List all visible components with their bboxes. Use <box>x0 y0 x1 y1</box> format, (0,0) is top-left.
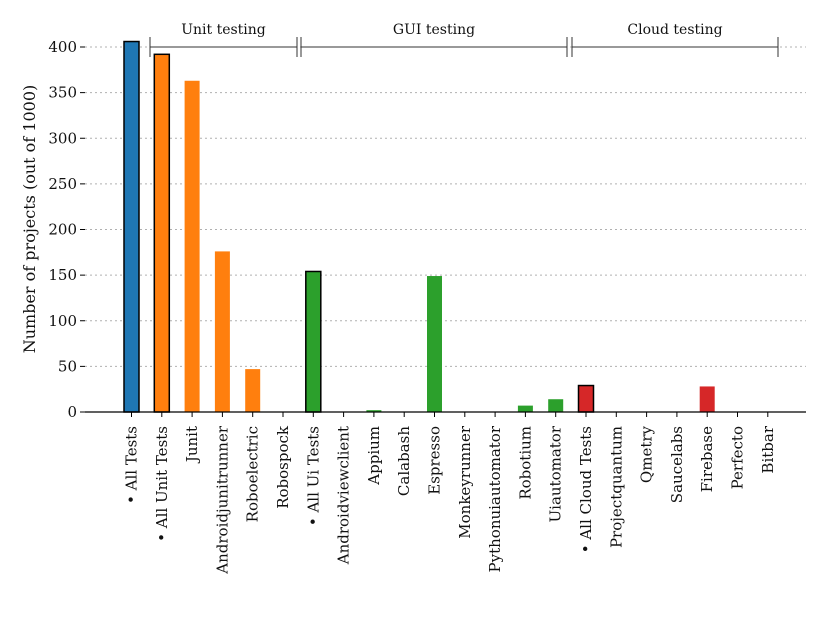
x-tick-label: • All Tests <box>123 426 141 504</box>
y-tick-label: 50 <box>58 357 77 375</box>
bar <box>123 40 140 413</box>
bar <box>366 410 382 412</box>
x-tick-label: Projectquantum <box>607 426 625 548</box>
y-tick-label: 300 <box>48 129 77 147</box>
x-tick-label: Monkeyrunner <box>456 425 474 539</box>
x-tick-label: Robotium <box>516 426 534 500</box>
group-label: Unit testing <box>181 22 266 38</box>
bar <box>184 80 200 412</box>
x-tick-label: Appium <box>365 426 383 486</box>
x-tick-label: Pythonuiautomator <box>486 425 504 572</box>
x-tick-label: Perfecto <box>729 426 747 489</box>
y-tick-label: 250 <box>48 175 77 193</box>
group-label: Cloud testing <box>627 22 722 38</box>
x-tick-label: Androidjunitrunner <box>213 425 231 575</box>
x-tick-label: Robospock <box>274 425 292 509</box>
bar <box>245 369 261 412</box>
axes-layer: 0 50 100 150 200 250 300 350 400 • All Tests • All… <box>48 38 806 575</box>
bar <box>214 251 230 412</box>
x-tick-label: Qmetry <box>638 425 656 483</box>
x-tick-label: Androidviewclient <box>335 426 353 565</box>
y-tick-label: 200 <box>48 221 77 239</box>
bar <box>153 53 171 413</box>
bar <box>305 270 322 413</box>
bars-layer <box>123 40 715 413</box>
y-tick-label: 100 <box>48 312 77 330</box>
y-tick-label: 150 <box>48 266 77 284</box>
x-tick-label: • All Cloud Tests <box>577 426 595 553</box>
grid-layer <box>85 46 806 367</box>
x-tick-label: Junit <box>183 426 201 464</box>
bar <box>517 405 533 412</box>
y-tick-label: 400 <box>48 38 77 56</box>
x-tick-label: Bitbar <box>759 425 777 473</box>
bar <box>577 384 595 413</box>
x-tick-label: Roboelectric <box>244 426 262 522</box>
y-tick-label: 350 <box>48 84 77 102</box>
x-tick-label: Saucelabs <box>668 426 686 503</box>
x-tick-label: • All Ui Tests <box>304 426 322 526</box>
x-tick-label: Espresso <box>426 426 444 495</box>
x-tick-label: Firebase <box>698 426 716 492</box>
y-tick-label: 0 <box>67 403 77 421</box>
bar <box>427 276 442 412</box>
x-tick-label: Uiautomator <box>547 425 565 522</box>
y-axis-label: Number of projects (out of 1000) <box>20 85 39 354</box>
group-label: GUI testing <box>393 22 475 38</box>
groups-layer: Unit testing GUI testing Cloud testing <box>149 22 779 57</box>
x-tick-label: • All Unit Tests <box>153 426 171 542</box>
bar <box>548 399 564 412</box>
x-tick-label: Calabash <box>395 426 413 496</box>
bar <box>699 386 715 412</box>
